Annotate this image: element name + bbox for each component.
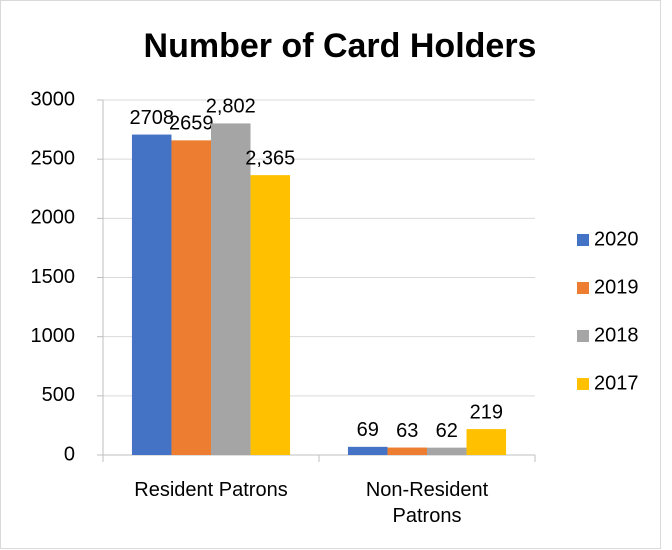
y-tick-label: 500 <box>42 384 75 406</box>
legend-swatch <box>577 330 589 342</box>
y-tick-label: 1000 <box>31 325 76 347</box>
bar <box>387 447 427 455</box>
data-label: 63 <box>396 420 418 442</box>
legend-label: 2017 <box>594 372 639 394</box>
y-tick-label: 0 <box>64 443 75 465</box>
legend-label: 2020 <box>594 228 639 250</box>
y-tick-label: 1500 <box>31 266 76 288</box>
data-label: 62 <box>436 420 458 442</box>
legend-swatch <box>577 234 589 246</box>
bar <box>131 134 172 455</box>
data-label: 2708 <box>129 107 174 129</box>
legend-swatch <box>577 378 589 390</box>
x-tick-label: Resident Patrons <box>134 479 288 501</box>
y-tick-label: 2500 <box>31 147 76 169</box>
legend-swatch <box>577 282 589 294</box>
data-label: 69 <box>357 419 379 441</box>
bar <box>466 429 507 455</box>
chart-title: Number of Card Holders <box>144 27 537 65</box>
data-label: 2,365 <box>245 147 295 169</box>
y-tick-label: 2000 <box>31 207 76 229</box>
bar <box>347 446 388 455</box>
data-label: 219 <box>470 401 503 423</box>
y-tick-label: 3000 <box>31 88 76 110</box>
bar <box>427 447 467 455</box>
data-label: 2,802 <box>206 96 256 118</box>
data-label: 2659 <box>169 113 214 135</box>
legend-label: 2019 <box>594 276 639 298</box>
bar <box>171 140 211 455</box>
legend-label: 2018 <box>594 324 639 346</box>
bar <box>250 175 291 455</box>
bar <box>211 123 251 456</box>
x-tick-label: Non-Resident Patrons <box>365 479 489 527</box>
